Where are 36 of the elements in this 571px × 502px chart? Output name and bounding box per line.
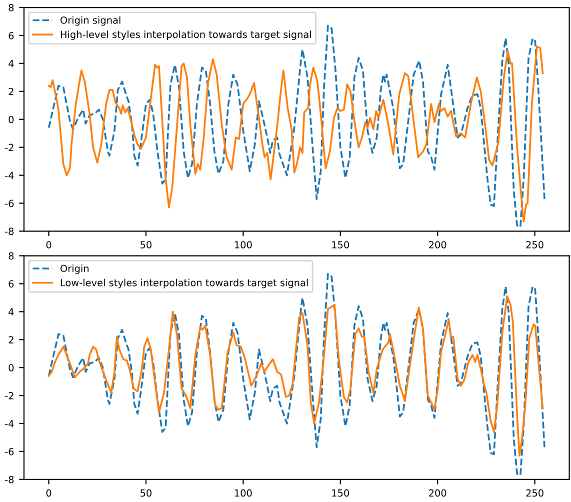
x-tick-label: 200 [429, 489, 446, 497]
y-tick-label: 6 [8, 32, 14, 40]
y-tick-label: -2 [5, 392, 14, 400]
legend-label: High-level styles interpolation towards target signal [60, 30, 311, 40]
y-tick-label: -4 [5, 420, 14, 428]
y-tick-label: 8 [8, 4, 14, 12]
y-tick-label: -4 [5, 172, 14, 179]
legend-label: Low-level styles interpolation towards target signal [60, 278, 308, 288]
x-tick-label: 250 [526, 489, 544, 497]
line-series [48, 273, 546, 476]
x-tick-label: 150 [332, 489, 350, 497]
y-tick-label: 2 [8, 336, 14, 344]
x-tick-label: 100 [234, 489, 252, 497]
y-tick-label: 0 [8, 116, 14, 124]
y-tick-label: -2 [5, 144, 14, 151]
x-tick-label: 0 [46, 489, 52, 497]
y-tick-label: 8 [8, 252, 14, 260]
line-series [48, 295, 544, 457]
x-tick-label: 0 [46, 241, 52, 248]
y-tick-label: 4 [8, 60, 14, 68]
y-tick-label: -6 [5, 448, 14, 456]
x-tick-label: 100 [234, 241, 252, 248]
y-tick-label: 4 [8, 308, 14, 316]
y-tick-label: 2 [8, 88, 14, 96]
y-tick-label: 6 [8, 280, 14, 288]
y-tick-label: 0 [8, 364, 14, 372]
x-tick-label: 50 [140, 241, 152, 248]
x-tick-label: 250 [526, 241, 544, 248]
y-tick-label: -6 [5, 200, 14, 208]
x-tick-label: 50 [140, 489, 152, 497]
legend-label: Origin [60, 264, 89, 274]
legend-label: Origin signal [60, 16, 120, 26]
x-tick-label: 150 [332, 241, 350, 248]
y-tick-label: -8 [5, 228, 14, 235]
y-tick-label: -8 [5, 476, 14, 484]
x-tick-label: 200 [429, 241, 446, 248]
